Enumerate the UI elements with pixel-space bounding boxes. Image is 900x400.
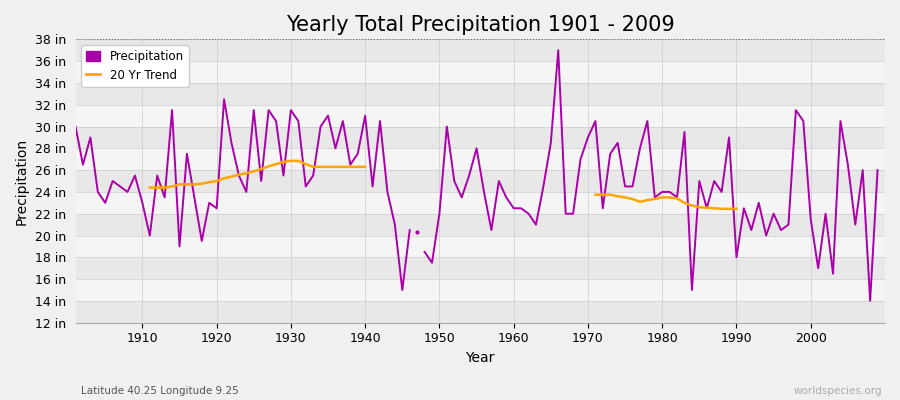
Bar	[76, 126, 885, 148]
Text: Latitude 40.25 Longitude 9.25: Latitude 40.25 Longitude 9.25	[81, 386, 239, 396]
Bar	[76, 83, 885, 105]
Bar	[76, 148, 885, 170]
Legend: Precipitation, 20 Yr Trend: Precipitation, 20 Yr Trend	[81, 45, 189, 86]
Bar	[76, 236, 885, 257]
Bar	[76, 61, 885, 83]
Text: worldspecies.org: worldspecies.org	[794, 386, 882, 396]
Bar	[76, 192, 885, 214]
Bar	[76, 301, 885, 323]
Bar	[76, 39, 885, 61]
Title: Yearly Total Precipitation 1901 - 2009: Yearly Total Precipitation 1901 - 2009	[286, 15, 675, 35]
Bar	[76, 257, 885, 279]
Bar	[76, 105, 885, 126]
Bar	[76, 214, 885, 236]
Bar	[76, 170, 885, 192]
X-axis label: Year: Year	[465, 351, 495, 365]
Bar	[76, 279, 885, 301]
Y-axis label: Precipitation: Precipitation	[15, 138, 29, 224]
